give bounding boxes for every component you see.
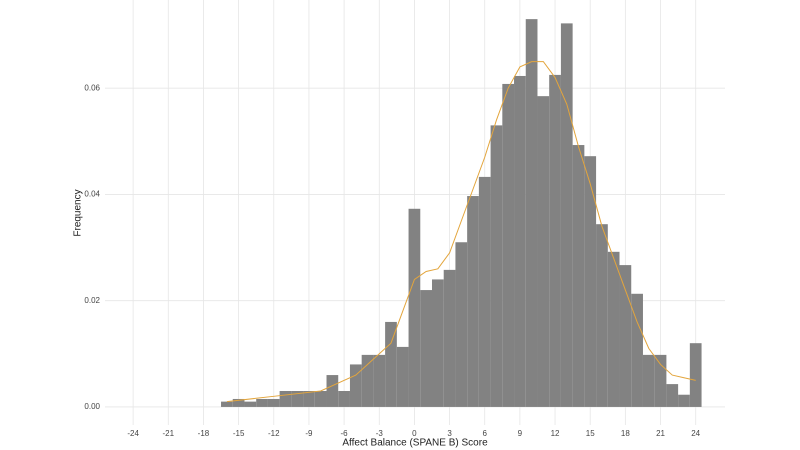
bar [525,19,538,407]
x-tick-label: 9 [518,429,523,438]
bar [549,74,561,407]
x-tick-label: 15 [586,429,595,438]
bar [303,391,315,407]
bar [654,354,667,407]
bar [689,343,702,407]
bar [373,354,386,407]
bar [502,83,515,407]
y-tick-label: 0.02 [84,296,100,305]
bar [420,290,432,407]
bar [431,279,444,407]
x-tick-label: 21 [656,429,665,438]
x-tick-label: 0 [412,429,417,438]
x-tick-label: -9 [305,429,313,438]
bar [338,391,350,407]
bar [244,401,257,407]
bar [385,321,397,407]
bar [478,176,491,407]
x-tick-label: 6 [483,429,488,438]
bar [267,398,280,407]
x-tick-label: 12 [551,429,560,438]
bar [326,375,339,407]
bar [490,125,503,407]
y-tick-label: 0.00 [84,402,100,411]
x-tick-label: -3 [376,429,384,438]
bar [596,224,608,407]
bar [584,156,597,407]
bar [560,23,573,407]
bar [631,293,643,407]
x-tick-label: 18 [621,429,630,438]
x-tick-label: -18 [198,429,210,438]
bar [232,398,245,407]
density-line [226,61,696,403]
y-tick-label: 0.04 [84,190,100,199]
x-tick-label: 3 [447,429,452,438]
x-axis-title: Affect Balance (SPANE B) Score [342,438,488,449]
bar [279,391,292,407]
x-tick-label: -15 [233,429,245,438]
bar [537,96,550,407]
bar [443,269,456,407]
bar [291,391,304,407]
x-tick-label: -12 [268,429,280,438]
bar [619,265,632,407]
bar [455,242,468,407]
bar [221,401,233,407]
bar [678,394,690,407]
bar [361,354,374,407]
bar [256,398,268,407]
y-tick-label: 0.06 [84,83,100,92]
x-tick-label: -21 [163,429,175,438]
bar [396,346,409,407]
bar [514,75,526,407]
bar [642,354,655,407]
bar [408,208,421,407]
x-tick-label: 24 [691,429,700,438]
x-tick-label: -24 [127,429,139,438]
bar [349,364,362,407]
bar [572,145,585,407]
x-tick-label: -6 [341,429,349,438]
bar [607,251,620,407]
bar [467,196,479,407]
y-axis-title: Frequency [73,189,84,236]
bar [314,391,327,407]
bar [666,384,679,407]
